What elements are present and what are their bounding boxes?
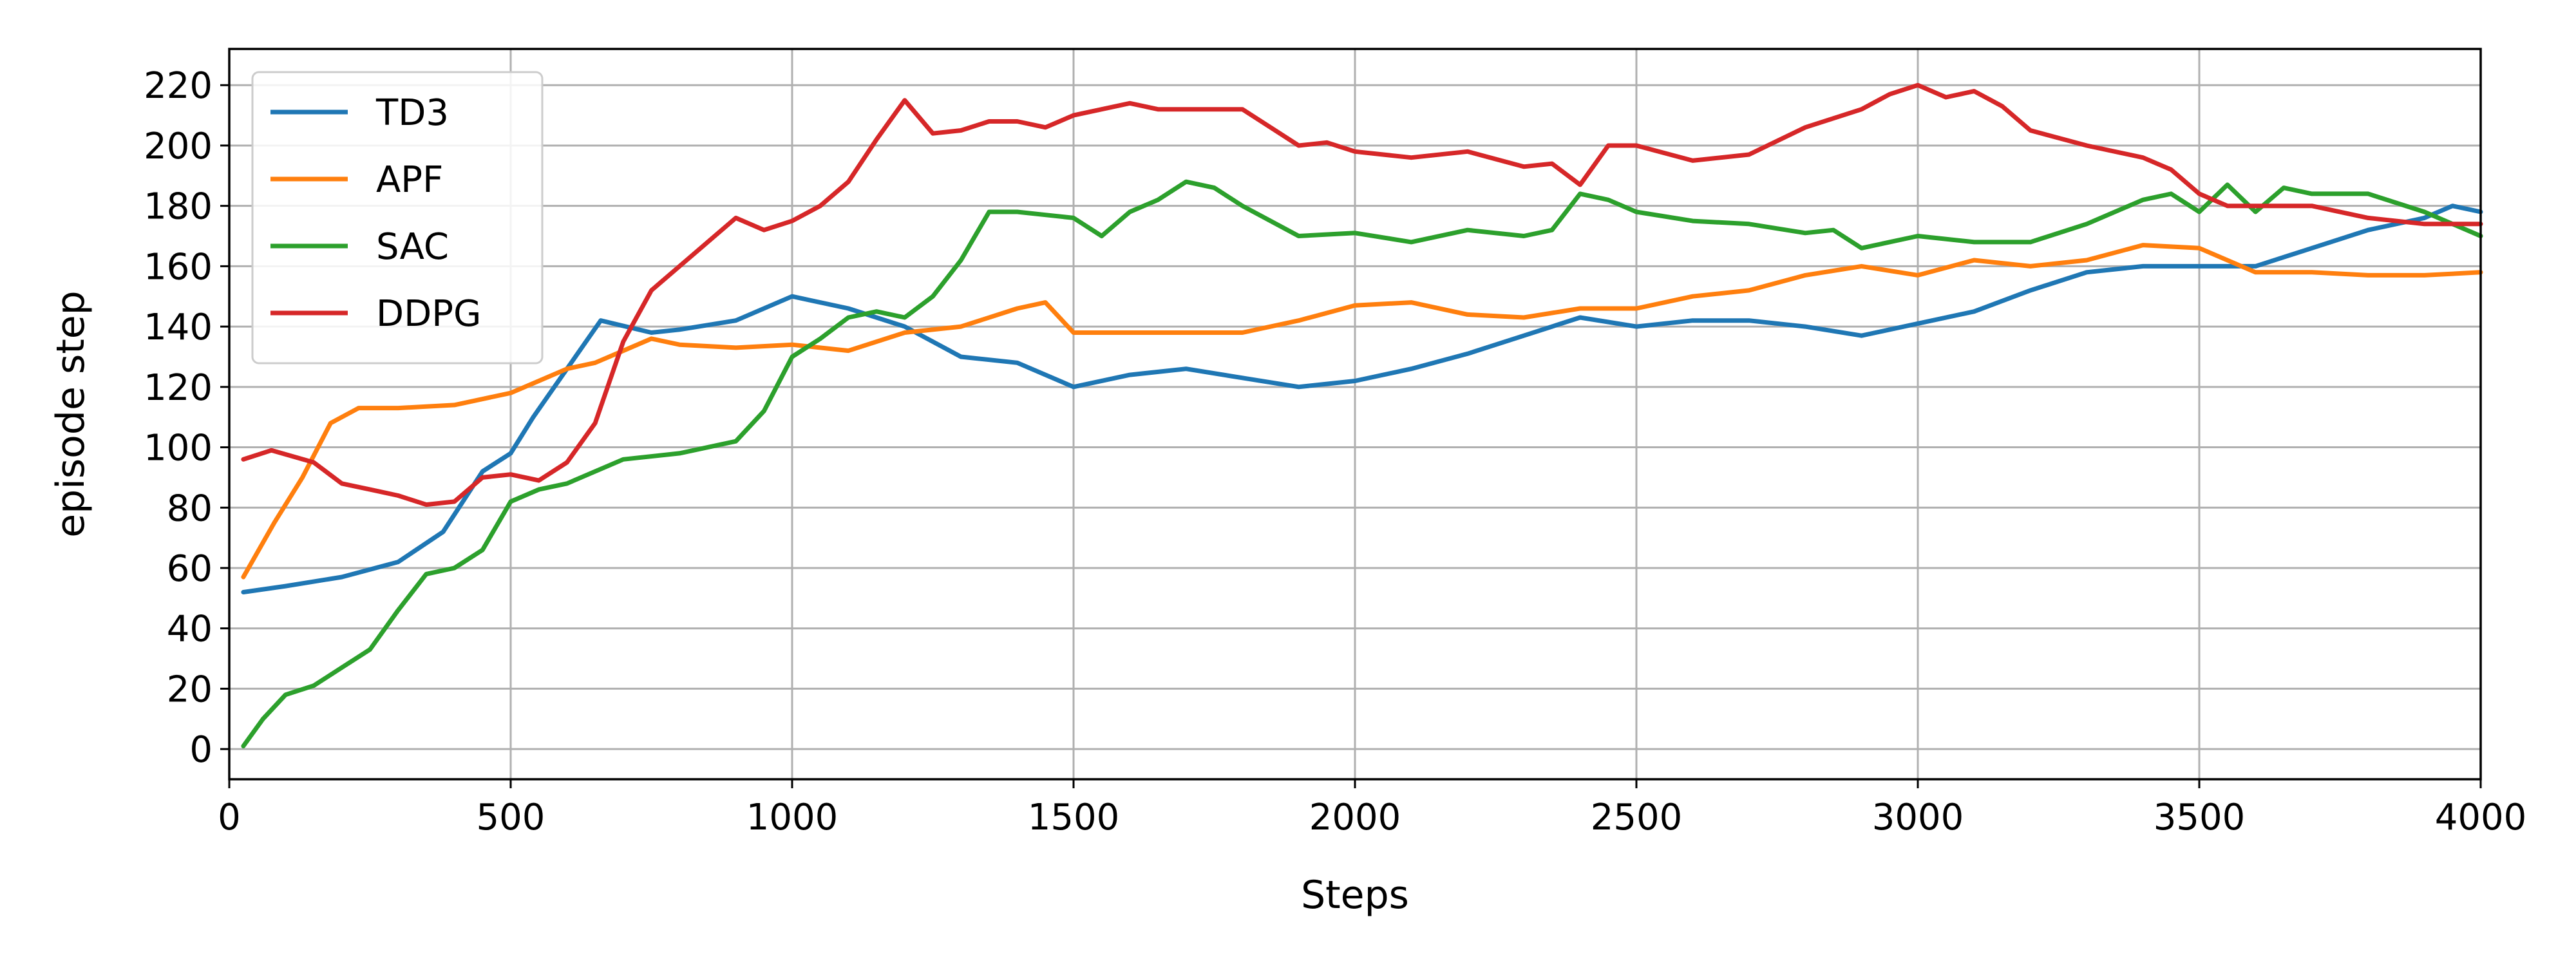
series-line-td3 (241, 204, 2483, 594)
y-tick-label: 200 (144, 126, 213, 167)
x-tick-label: 1000 (746, 797, 838, 838)
legend: TD3 APF SAC DDPG (251, 71, 544, 365)
ticks: 0 500 1000 1500 2000 2500 3000 3500 4000 0 20 40 60 8… (144, 65, 2526, 838)
x-tick-label: 3500 (2154, 797, 2246, 838)
legend-label-sac: SAC (376, 226, 449, 268)
x-tick-label: 500 (477, 797, 545, 838)
y-tick-label: 180 (144, 186, 213, 228)
series-line-apf (241, 243, 2483, 580)
series-line-ddpg (241, 82, 2483, 507)
series-layer (241, 82, 2483, 748)
legend-box (251, 71, 544, 365)
legend-label-td3: TD3 (375, 92, 449, 134)
x-tick-label: 2500 (1591, 797, 1683, 838)
y-tick-label: 160 (144, 246, 213, 288)
x-tick-label: 4000 (2435, 797, 2527, 838)
y-tick-label: 120 (144, 367, 213, 409)
y-tick-label: 20 (167, 668, 213, 710)
y-tick-label: 140 (144, 307, 213, 348)
y-tick-label: 100 (144, 428, 213, 469)
legend-label-apf: APF (376, 159, 443, 201)
y-tick-label: 220 (144, 65, 213, 107)
x-tick-label: 3000 (1872, 797, 1964, 838)
x-axis-title: Steps (1301, 873, 1409, 918)
series-line-sac (241, 179, 2483, 748)
y-tick-label: 0 (189, 729, 213, 771)
x-tick-label: 1500 (1028, 797, 1120, 838)
y-tick-label: 80 (167, 488, 213, 529)
y-tick-label: 40 (167, 609, 213, 650)
x-tick-label: 2000 (1309, 797, 1401, 838)
y-tick-label: 60 (167, 548, 213, 590)
x-tick-label: 0 (218, 797, 241, 838)
y-axis-title: episode step (48, 290, 93, 538)
legend-label-ddpg: DDPG (376, 293, 481, 335)
